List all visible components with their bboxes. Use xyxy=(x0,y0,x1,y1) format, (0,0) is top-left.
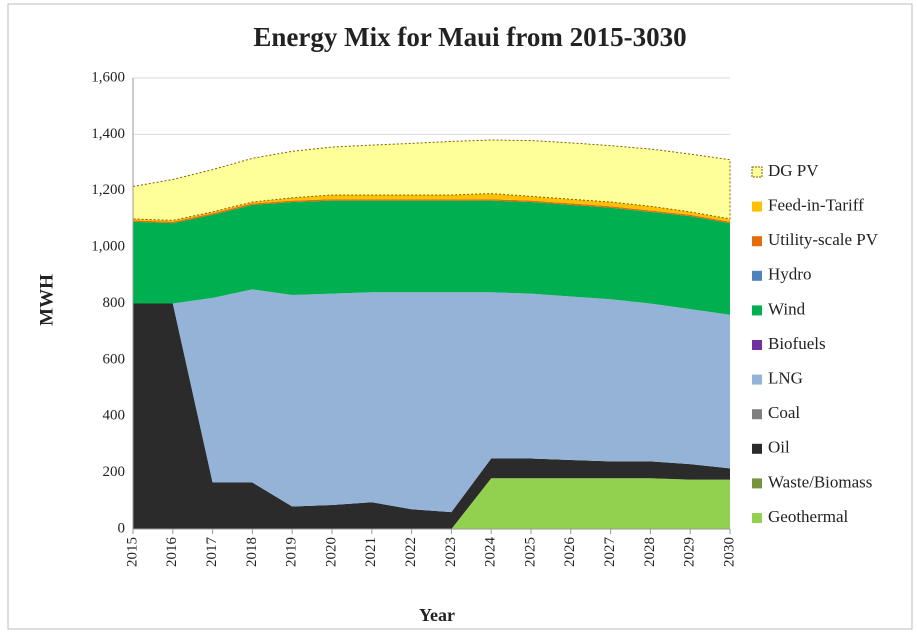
legend-swatch xyxy=(752,340,762,350)
x-tick-label: 2028 xyxy=(642,537,658,567)
legend-label: DG PV xyxy=(768,161,819,180)
legend-label: Wind xyxy=(768,299,806,318)
x-tick-label: 2026 xyxy=(562,537,578,568)
x-tick-label: 2015 xyxy=(124,537,140,567)
legend-label: Hydro xyxy=(768,265,811,284)
x-tick-label: 2023 xyxy=(443,537,459,567)
legend-label: Utility-scale PV xyxy=(768,230,879,249)
legend-swatch xyxy=(752,236,762,247)
legend-swatch xyxy=(752,443,762,454)
x-tick-label: 2016 xyxy=(164,537,180,568)
y-tick-label: 400 xyxy=(103,408,126,424)
y-axis-label: MWH xyxy=(36,274,57,326)
x-tick-label: 2017 xyxy=(204,537,220,568)
chart-title: Energy Mix for Maui from 2015-3030 xyxy=(253,22,686,52)
y-tick-label: 1,400 xyxy=(91,126,125,142)
legend-swatch xyxy=(752,513,762,523)
legend-label: Biofuels xyxy=(768,334,826,353)
legend-label: Geothermal xyxy=(768,507,849,526)
x-tick-label: 2027 xyxy=(602,537,618,568)
x-tick-label: 2021 xyxy=(363,537,379,567)
x-tick-label: 2030 xyxy=(721,537,737,567)
area xyxy=(133,303,730,529)
x-tick-label: 2019 xyxy=(284,537,300,567)
area xyxy=(133,478,730,529)
legend-swatch xyxy=(751,166,763,178)
x-tick-label: 2025 xyxy=(522,537,538,567)
legend-swatch xyxy=(752,270,762,281)
x-tick-label: 2024 xyxy=(483,537,499,568)
y-tick-label: 1,200 xyxy=(91,182,125,198)
legend-label: Feed-in-Tariff xyxy=(768,196,864,215)
legend-swatch xyxy=(752,201,762,212)
legend-label: Waste/Biomass xyxy=(768,472,872,491)
legend-swatch xyxy=(752,478,762,489)
area xyxy=(132,139,731,221)
y-tick-label: 200 xyxy=(103,464,126,480)
y-tick-label: 1,000 xyxy=(91,239,125,255)
x-axis-label: Year xyxy=(419,605,455,625)
legend-swatch xyxy=(752,374,762,385)
x-tick-label: 2020 xyxy=(323,537,339,567)
area xyxy=(133,199,730,224)
y-tick-label: 1,600 xyxy=(91,69,125,85)
legend-label: Oil xyxy=(768,438,790,457)
legend-swatch xyxy=(752,305,762,316)
area xyxy=(133,193,730,222)
y-tick-label: 600 xyxy=(103,351,126,367)
y-tick-label: 800 xyxy=(103,295,126,311)
legend-swatch xyxy=(752,409,762,420)
legend-label: Coal xyxy=(768,403,800,422)
legend-label: LNG xyxy=(768,369,803,388)
y-tick-label: 0 xyxy=(118,520,126,536)
x-tick-label: 2029 xyxy=(682,537,698,567)
x-tick-label: 2022 xyxy=(403,537,419,567)
area xyxy=(133,289,730,513)
x-tick-label: 2018 xyxy=(244,537,260,567)
area xyxy=(133,200,730,315)
